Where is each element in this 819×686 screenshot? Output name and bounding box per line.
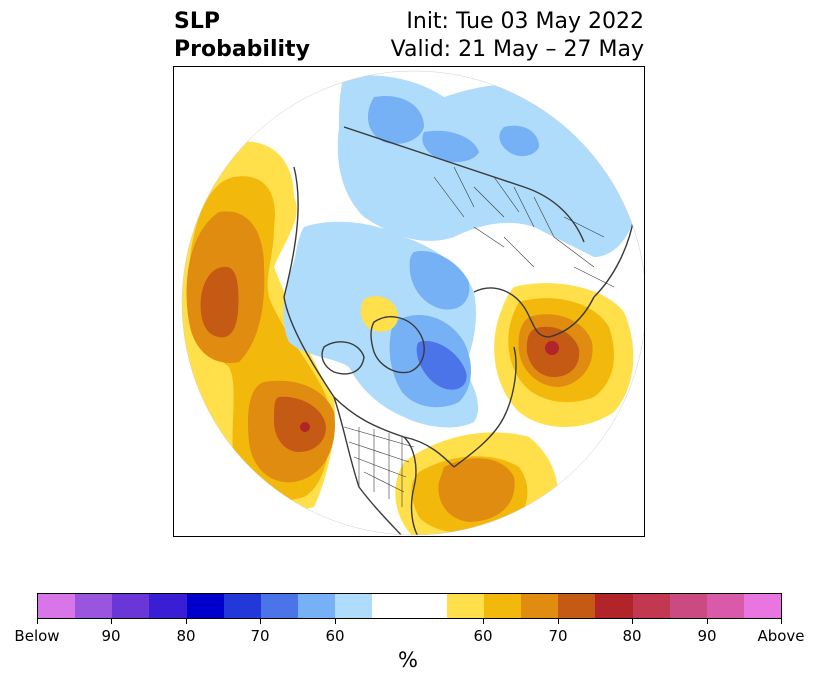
polar-map-svg [181,70,644,536]
colorbar-tick-label: 90 [697,627,717,645]
colorbar-swatch [595,594,633,618]
colorbar-tick-mark [111,619,112,624]
colorbar-swatch [223,594,261,618]
colorbar-swatch [409,594,447,618]
title-left: SLP Probability [174,8,310,64]
colorbar-tick-mark [37,619,38,624]
colorbar [37,593,782,619]
colorbar-swatch [632,594,670,618]
title-right: Init: Tue 03 May 2022 Valid: 21 May – 27… [391,8,644,64]
colorbar-tick-label: 70 [548,627,568,645]
colorbar-swatch [521,594,559,618]
colorbar-swatch [38,594,76,618]
colorbar-tick-label: 60 [473,627,493,645]
colorbar-swatch [298,594,336,618]
colorbar-swatch [558,594,596,618]
colorbar-tick-mark [483,619,484,624]
colorbar-swatch [75,594,113,618]
colorbar-tick-label: Below [14,627,60,645]
colorbar-tick-mark [632,619,633,624]
title-metric: Probability [174,37,310,62]
init-date: Init: Tue 03 May 2022 [406,9,644,34]
colorbar-swatch [743,594,782,618]
colorbar-swatch [260,594,299,618]
colorbar-tick-label: Above [757,627,805,645]
colorbar-tick-mark [260,619,261,624]
colorbar-swatch [483,594,522,618]
colorbar-swatch [446,594,484,618]
colorbar-swatch [669,594,707,618]
colorbar-swatch [706,594,744,618]
colorbar-tick-label: 90 [101,627,121,645]
colorbar-tick-mark [186,619,187,624]
colorbar-unit: % [398,648,418,672]
colorbar-tick-mark [707,619,708,624]
title-variable: SLP [174,9,220,34]
colorbar-swatch [372,594,410,618]
colorbar-swatch [112,594,150,618]
colorbar-tick-label: 80 [622,627,642,645]
colorbar-swatch [335,594,373,618]
colorbar-swatch [149,594,187,618]
valid-range: Valid: 21 May – 27 May [390,37,644,62]
borders [343,166,615,507]
probability-map [173,66,645,537]
colorbar-swatch [186,594,224,618]
colorbar-tick-mark [781,619,782,624]
colorbar-tick-label: 60 [325,627,345,645]
colorbar-tick-mark [558,619,559,624]
colorbar-tick-label: 80 [176,627,196,645]
colorbar-tick-mark [335,619,336,624]
probability-shading [182,71,644,535]
colorbar-tick-label: 70 [250,627,270,645]
